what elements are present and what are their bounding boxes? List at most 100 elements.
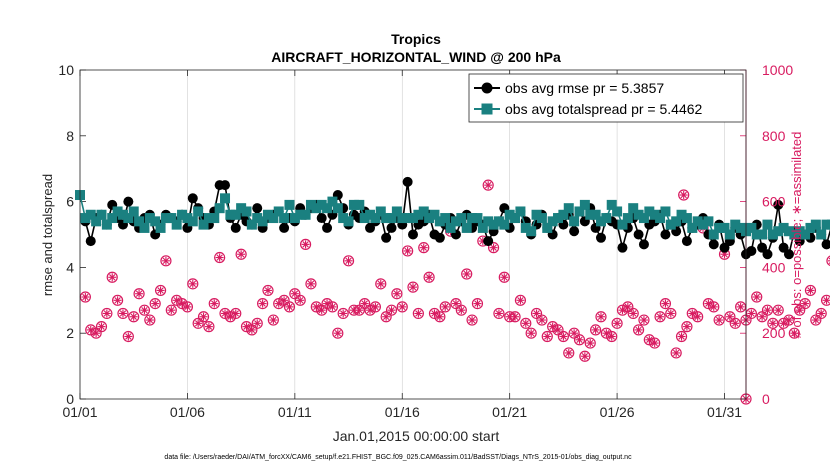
obs-possible-marker [337,307,349,320]
obs-possible-marker [681,321,693,333]
obs-possible-marker [342,255,355,267]
obs-possible-marker [305,278,317,290]
obs-possible-marker [117,307,129,320]
obs-assimilated-marker [458,306,465,314]
obs-assimilated-marker [361,300,368,307]
obs-possible-marker [299,238,312,250]
spread-point [660,206,671,217]
spread-point [757,229,768,240]
spread-point [531,209,542,220]
obs-possible-marker [498,271,510,283]
obs-count-point [434,311,446,323]
spread-point [585,209,596,220]
obs-assimilated-marker [399,303,406,311]
spread-point [279,213,290,224]
spread-point [687,222,698,233]
spread-point [472,213,483,224]
obs-assimilated-marker [619,306,626,314]
obs-possible-marker [611,317,623,329]
obs-count-point [471,297,484,310]
spread-point [493,216,504,227]
obs-assimilated-marker [576,336,583,343]
obs-count-point [154,284,167,297]
obs-assimilated-marker [597,313,605,320]
obs-possible-marker [632,324,645,336]
obs-assimilated-marker [694,313,701,320]
obs-possible-marker [509,311,521,323]
y-right-tick-label: 1000 [762,62,793,78]
rmse-point [617,242,628,253]
obs-possible-marker [708,301,720,313]
spread-point [569,216,580,227]
obs-count-point [665,307,677,320]
obs-count-point [450,297,462,310]
obs-assimilated-marker [452,300,460,307]
spread-point [316,199,327,210]
obs-possible-marker [584,337,596,349]
left-y-axis-tick-labels: 0 2 4 6 8 10 [58,62,74,407]
obs-count-point [326,301,339,313]
obs-count-point [606,330,618,343]
obs-possible-marker [471,297,484,310]
obs-assimilated-marker [758,313,766,320]
obs-assimilated-marker [624,303,632,311]
obs-possible-marker [257,297,269,310]
obs-possible-marker [418,242,430,254]
obs-assimilated-marker [82,293,89,301]
obs-count-point [557,330,569,343]
obs-assimilated-marker [280,297,288,304]
spread-point [139,222,150,233]
obs-assimilated-marker [205,323,213,330]
obs-count-point [375,278,387,290]
obs-possible-marker [627,307,639,320]
obs-count-point [461,268,473,280]
rmse-point [187,193,198,204]
obs-possible-marker [369,301,382,313]
spread-point [160,213,171,224]
obs-possible-marker [536,314,548,326]
obs-possible-marker [783,314,795,326]
obs-assimilated-marker [538,316,546,324]
spread-point [370,213,381,224]
rmse-point [85,236,96,247]
spread-point [214,203,225,214]
obs-possible-marker [675,330,688,343]
obs-count-point [568,327,580,339]
obs-assimilated-marker [791,329,798,337]
y-right-tick-label: 400 [762,259,786,275]
obs-count-point [713,314,725,326]
obs-assimilated-marker [259,300,266,307]
obs-count-point [654,311,666,323]
obs-count-point [128,311,140,323]
obs-assimilated-marker [388,306,395,314]
obs-count-point [369,301,382,313]
obs-assimilated-marker [404,247,411,255]
obs-possible-marker [375,278,387,290]
obs-assimilated-marker [436,313,444,320]
rmse-point [381,232,392,243]
obs-count-point [487,242,500,254]
spread-point [134,216,145,227]
obs-assimilated-marker [522,320,530,327]
obs-possible-marker [128,311,140,323]
spread-point [429,209,440,220]
obs-possible-marker [187,278,199,290]
rmse-point [434,232,445,243]
spread-point [408,213,418,224]
obs-assimilated-marker [382,313,390,320]
spread-point [730,219,741,230]
obs-count-point [678,189,690,201]
obs-possible-marker [595,311,607,323]
obs-assimilated-marker [474,300,481,307]
spread-point [391,206,402,217]
obs-assimilated-marker [135,290,143,297]
spread-point [343,216,354,227]
obs-assimilated-marker [92,329,100,337]
obs-possible-marker [670,347,682,359]
obs-count-point [815,307,827,320]
spread-point [225,209,236,220]
x-axis-tick-labels: 01/01 01/06 01/11 01/16 01/21 01/26 01/31 [62,404,742,420]
obs-assimilated-marker [248,326,256,334]
obs-possible-marker [649,337,661,349]
chart-subtitle: AIRCRAFT_HORIZONTAL_WIND @ 200 hPa [271,49,561,65]
